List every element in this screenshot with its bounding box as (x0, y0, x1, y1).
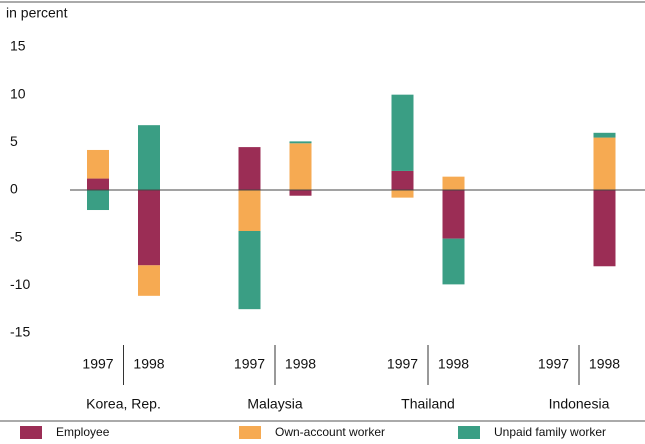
group-label: Korea, Rep. (86, 396, 161, 412)
bar (593, 137, 616, 190)
y-tick-label: 5 (10, 133, 18, 149)
bar (138, 125, 160, 190)
legend-label: Unpaid family worker (494, 425, 606, 439)
bar (391, 190, 414, 198)
x-tick-label: 1997 (234, 356, 265, 372)
bar (87, 190, 109, 211)
axis-label: in percent (6, 5, 68, 21)
y-tick-label: -5 (10, 228, 23, 244)
y-tick-label: 15 (10, 38, 26, 54)
bar (138, 265, 160, 296)
group-label: Thailand (401, 396, 455, 412)
bar (238, 147, 261, 190)
bar (442, 190, 465, 239)
bar (289, 141, 312, 144)
bar (87, 178, 109, 190)
y-tick-label: -15 (10, 324, 30, 340)
y-tick-label: -10 (10, 276, 30, 292)
x-tick-label: 1998 (438, 356, 469, 372)
bar (138, 190, 160, 266)
bar (289, 143, 312, 190)
bar (87, 149, 109, 179)
legend-swatch (20, 426, 42, 439)
group-label: Indonesia (549, 396, 610, 412)
group-label: Malaysia (247, 396, 302, 412)
bar (289, 190, 312, 196)
legend-label: Own-account worker (275, 425, 385, 439)
bar (238, 230, 261, 310)
y-tick-label: 10 (10, 85, 26, 101)
x-tick-label: 1997 (82, 356, 113, 372)
bar (391, 170, 414, 190)
x-tick-label: 1998 (285, 356, 316, 372)
legend-label: Employee (56, 425, 110, 439)
bar (442, 176, 465, 190)
bar (442, 238, 465, 285)
bar (391, 94, 414, 171)
x-tick-label: 1997 (387, 356, 418, 372)
x-tick-label: 1997 (538, 356, 569, 372)
bar (238, 190, 261, 231)
x-tick-label: 1998 (589, 356, 620, 372)
legend-swatch (458, 426, 480, 439)
bar (593, 132, 616, 138)
legend-swatch (239, 426, 261, 439)
y-tick-label: 0 (10, 181, 18, 197)
x-tick-label: 1998 (133, 356, 164, 372)
bar (593, 190, 616, 267)
